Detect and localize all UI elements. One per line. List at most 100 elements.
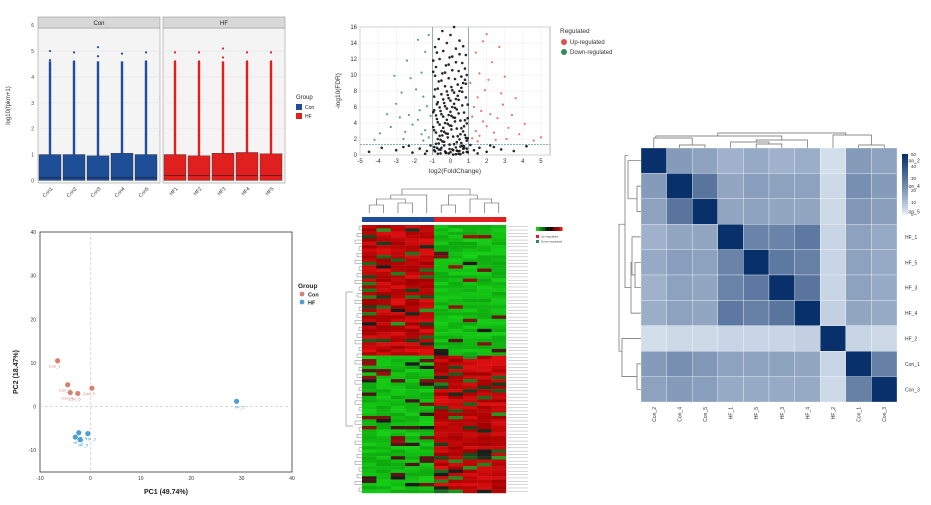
volcano-point — [448, 147, 451, 151]
expr-dendrogram-branch — [358, 387, 362, 392]
expr-heatmap-cell — [390, 409, 406, 413]
expr-heatmap-cell — [434, 372, 449, 376]
corr-colorbar-segment — [902, 162, 908, 165]
expr-heatmap-cell — [477, 399, 492, 403]
corr-heatmap-cell — [640, 325, 667, 352]
expr-legend-gradient — [551, 227, 554, 231]
expr-heatmap-cell — [462, 332, 478, 336]
expr-dendrogram-branch — [368, 204, 384, 213]
volcano-xtick: 0 — [449, 159, 453, 165]
expr-heatmap-cell — [362, 225, 377, 229]
volcano-point — [414, 88, 418, 91]
corr-heatmap-cell — [717, 274, 744, 301]
corr-heatmap-cell — [820, 249, 846, 276]
expr-heatmap-cell — [405, 315, 420, 319]
expr-heatmap-cell — [462, 379, 478, 383]
expr-heatmap-cell — [448, 359, 463, 363]
expr-heatmap-cell — [376, 482, 391, 487]
expr-heatmap-cell — [362, 466, 377, 470]
expr-heatmap-cell — [376, 379, 391, 383]
boxplot-xtick: HF5 — [264, 186, 275, 197]
expr-heatmap-cell — [362, 332, 377, 336]
expr-heatmap-cell — [405, 402, 420, 407]
expr-heatmap-cell — [376, 305, 391, 309]
expr-heatmap-cell — [491, 281, 507, 286]
volcano-point — [448, 143, 451, 146]
volcano-point — [478, 134, 481, 137]
expr-heatmap-cell — [434, 342, 449, 346]
volcano-point — [460, 86, 463, 90]
expr-group-bar — [362, 217, 377, 222]
expr-heatmap-cell — [362, 422, 377, 427]
expr-heatmap-cell — [376, 255, 391, 259]
corr-heatmap-cell — [820, 274, 846, 301]
expr-heatmap-cell — [419, 312, 435, 316]
expr-heatmap-cell — [434, 476, 449, 480]
expr-heatmap-cell — [376, 392, 391, 397]
expr-heatmap-cell — [376, 426, 391, 430]
expr-heatmap-cell — [434, 436, 449, 440]
volcano-point — [450, 68, 454, 72]
expr-heatmap-cell — [477, 292, 492, 296]
expr-heatmap-cell — [448, 235, 463, 239]
expr-heatmap-cell — [434, 268, 449, 273]
volcano-point — [447, 63, 450, 66]
expr-heatmap-cell — [390, 342, 406, 346]
volcano-point — [476, 140, 479, 143]
pca-point-label: Con_5 — [69, 396, 82, 401]
expr-heatmap-cell — [434, 459, 449, 464]
volcano-point — [431, 125, 435, 129]
corr-colorbar-tick: 10 — [911, 200, 917, 205]
expr-heatmap-cell — [462, 265, 478, 269]
expr-heatmap-cell — [405, 399, 420, 403]
expr-heatmap-cell — [462, 415, 478, 420]
expr-heatmap-cell — [362, 409, 377, 413]
expr-heatmap-cell — [419, 308, 435, 313]
corr-heatmap-cell — [640, 198, 667, 225]
corr-heatmap-cell — [845, 173, 872, 199]
volcano-ytick: 0 — [354, 153, 358, 159]
volcano-point — [440, 79, 443, 82]
expr-heatmap-cell — [376, 258, 391, 263]
expr-heatmap-cell — [362, 348, 377, 353]
boxplot-outlier — [269, 60, 273, 63]
expr-heatmap-cell — [376, 318, 391, 323]
expr-heatmap-cell — [448, 409, 463, 413]
expr-group-bar — [405, 217, 420, 222]
expr-group-bar — [448, 217, 463, 222]
expr-heatmap-cell — [491, 238, 507, 242]
expr-heatmap-cell — [462, 281, 478, 286]
expr-dendrogram-branch — [354, 420, 362, 425]
expr-heatmap-cell — [477, 392, 492, 397]
expr-heatmap-cell — [390, 489, 406, 494]
boxplot-outlier — [144, 69, 148, 72]
boxplot-outlier — [269, 51, 273, 54]
expr-heatmap-cell — [477, 285, 492, 289]
expr-heatmap-cell — [462, 482, 478, 487]
volcano-point — [407, 144, 411, 148]
volcano-point — [433, 45, 437, 49]
volcano-point — [436, 120, 440, 124]
expr-heatmap-cell — [491, 392, 507, 397]
expr-heatmap-cell — [376, 452, 391, 457]
volcano-point — [455, 127, 459, 130]
volcano-point — [442, 130, 446, 134]
expr-heatmap-cell — [491, 432, 507, 437]
volcano-point — [448, 56, 451, 59]
expr-heatmap-cell — [462, 439, 478, 443]
volcano-point — [431, 110, 435, 114]
expr-heatmap-cell — [419, 238, 435, 242]
volcano-point — [441, 115, 445, 118]
expr-heatmap-cell — [376, 245, 391, 249]
expr-dendrogram-branch — [484, 202, 500, 213]
volcano-point — [460, 75, 463, 78]
expr-heatmap-cell — [491, 456, 507, 460]
corr-dendrogram-branch — [621, 338, 641, 377]
correlation-heatmap-chart: Con_2 Con_4 Con_5 HF_1 HF_5 HF_3 HF_4 HF_2 Con_1… — [618, 132, 920, 422]
expr-heatmap-cell — [376, 362, 391, 366]
corr-heatmap-cell — [794, 376, 821, 403]
expr-heatmap-cell — [434, 409, 449, 413]
expr-heatmap-cell — [376, 375, 391, 380]
volcano-point — [481, 120, 485, 123]
corr-colorbar-segment — [902, 178, 908, 181]
